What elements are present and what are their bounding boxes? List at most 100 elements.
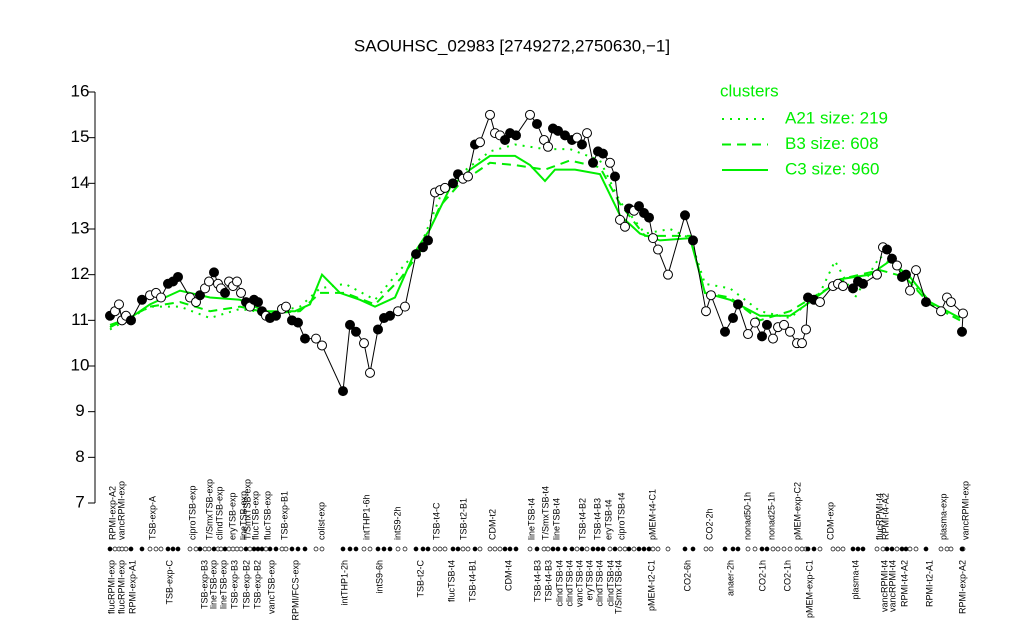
point: [644, 212, 654, 223]
sample-dot: [646, 546, 652, 552]
sample-dot: [948, 546, 954, 552]
sample-dot: [913, 546, 919, 552]
bottom-sample-label: intS9-6h: [374, 560, 384, 594]
bottom-sample-label: lineTSB-exp: [218, 560, 228, 609]
point: [359, 338, 369, 349]
sample-dot: [238, 546, 244, 552]
sample-dot: [899, 546, 905, 552]
sample-dot: [903, 546, 909, 552]
point: [892, 260, 902, 271]
point: [511, 130, 521, 141]
sample-dot: [622, 546, 628, 552]
top-sample-label: nonad25-1h: [766, 492, 776, 540]
sample-dot: [251, 546, 257, 552]
top-sample-label: eryTSB-exp: [227, 492, 237, 540]
sample-dot: [259, 546, 265, 552]
sample-dot: [759, 546, 765, 552]
sample-dot: [722, 546, 728, 552]
y-tick-label: 13: [71, 218, 90, 237]
point: [156, 292, 166, 303]
sample-dot: [420, 546, 426, 552]
point: [733, 299, 743, 310]
sample-dot: [295, 546, 301, 552]
sample-dot: [770, 546, 776, 552]
legend-title: clusters: [720, 81, 779, 100]
bottom-sample-label: TSB-exp-B2: [241, 560, 251, 609]
sample-dot: [507, 546, 513, 552]
sample-dot: [513, 546, 519, 552]
top-sample-label: TSB-exp-A: [147, 496, 157, 540]
sample-dot: [703, 546, 709, 552]
sample-dot: [574, 546, 580, 552]
top-sample-label: T/SmxTSB-t4: [540, 486, 550, 540]
sample-dot: [682, 546, 688, 552]
sample-dot: [340, 546, 346, 552]
sample-dot: [319, 546, 325, 552]
sample-dot: [283, 546, 289, 552]
sample-dot: [579, 546, 585, 552]
point: [525, 109, 535, 120]
sample-dot: [590, 546, 596, 552]
y-tick-label: 16: [71, 81, 90, 100]
point: [779, 319, 789, 330]
point: [582, 128, 592, 139]
sample-dot: [413, 546, 419, 552]
sample-dot: [655, 546, 661, 552]
sample-dot: [211, 546, 217, 552]
point: [311, 333, 321, 344]
top-sample-label: T/SmxTSB-exp: [242, 479, 252, 540]
sample-dot: [811, 546, 817, 552]
sample-dot: [959, 546, 965, 552]
sample-dot: [123, 546, 129, 552]
sample-dot: [612, 546, 618, 552]
point: [440, 182, 450, 193]
point: [572, 132, 582, 143]
point: [720, 326, 730, 337]
bottom-sample-label: eryTSB-t4: [584, 560, 594, 601]
sample-dot: [840, 546, 846, 552]
point: [768, 333, 778, 344]
point: [418, 242, 428, 253]
bottom-sample-label: anaer-2h: [725, 560, 735, 596]
point: [195, 290, 205, 301]
bottom-sample-label: RPMI-exp-A2: [957, 560, 967, 614]
bottom-sample-label: RPMI-t2-A1: [924, 560, 934, 607]
sample-dot: [690, 546, 696, 552]
legend-label: A21 size: 219: [785, 108, 888, 127]
point: [936, 306, 946, 317]
point: [598, 148, 608, 159]
sample-dot: [139, 546, 145, 552]
bottom-sample-label: flucRPMI-exp: [116, 560, 126, 614]
point: [345, 319, 355, 330]
point: [588, 157, 598, 168]
point: [485, 109, 495, 120]
point: [858, 278, 868, 289]
sample-dot: [273, 546, 279, 552]
sample-dot: [889, 546, 895, 552]
point: [385, 310, 395, 321]
point: [448, 178, 458, 189]
bottom-sample-label: vancRPMI-t4: [887, 560, 897, 612]
top-sample-label: lineTSB-exp: [238, 491, 248, 540]
sample-dot: [799, 546, 805, 552]
bottom-sample-label: TSB-exp-B3: [199, 560, 209, 609]
sample-dot: [527, 546, 533, 552]
bottom-sample-label: pMEM-exp-C1: [804, 560, 814, 618]
point: [801, 324, 811, 335]
sample-dot: [460, 546, 466, 552]
top-sample-label: pMEM-exp-C2: [792, 482, 802, 540]
point: [300, 333, 310, 344]
point: [838, 281, 848, 292]
top-sample-label: CDM-t2: [487, 509, 497, 540]
bottom-sample-label: clindTSB-t4: [605, 560, 615, 607]
sample-dot: [175, 546, 181, 552]
sample-dot: [938, 546, 944, 552]
sample-dot: [752, 546, 758, 552]
sample-dot: [835, 546, 841, 552]
bottom-sample-label: plasma-t4: [850, 560, 860, 600]
sample-dot: [534, 546, 540, 552]
bottom-sample-label: clindTSB-t4: [564, 560, 574, 607]
sample-dot: [569, 546, 575, 552]
point: [463, 171, 473, 182]
y-tick-label: 9: [75, 401, 84, 420]
